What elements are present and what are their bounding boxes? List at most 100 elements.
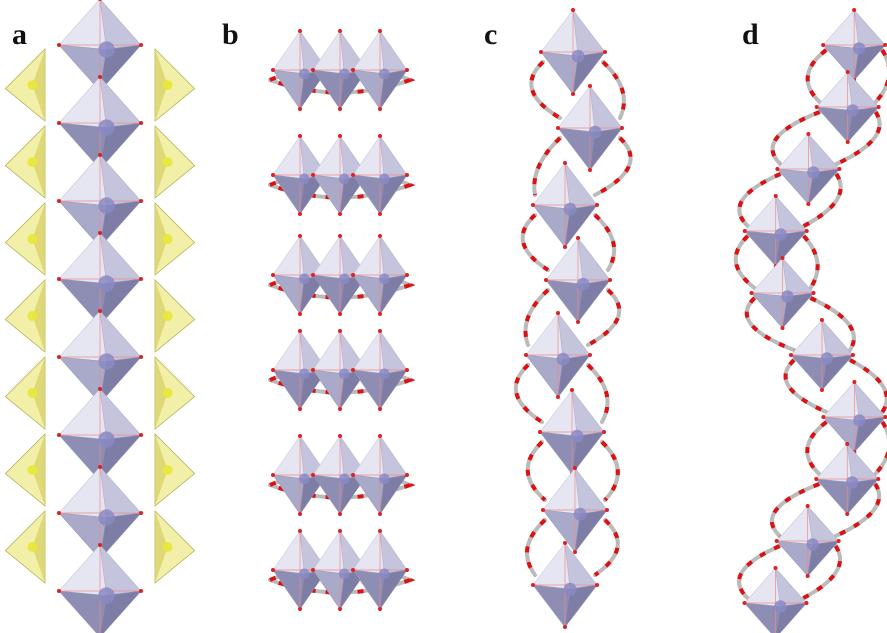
- linker: [744, 296, 795, 352]
- metal-atom: [774, 228, 787, 241]
- octahedron-face: [379, 569, 408, 610]
- oxygen-atom: [405, 473, 409, 477]
- oxygen-atom: [139, 277, 143, 281]
- oxygen-atom: [98, 387, 102, 391]
- linker: [269, 268, 416, 300]
- oxygen-atom: [139, 511, 143, 515]
- metal-atom: [298, 273, 310, 285]
- oxygen-atom: [298, 529, 302, 533]
- oxygen-atom: [773, 194, 778, 198]
- metal-atom: [98, 353, 115, 370]
- oxygen-atom: [378, 107, 382, 111]
- octahedron-face: [572, 51, 606, 96]
- oxygen-atom: [298, 329, 302, 333]
- oxygen-atom: [378, 607, 382, 611]
- oxygen-atom: [524, 353, 528, 357]
- tetrahedral-atom: [27, 80, 38, 90]
- linker: [834, 482, 882, 538]
- linker: [809, 296, 856, 352]
- oxygen-atom: [571, 92, 575, 96]
- oxygen-atom: [563, 245, 567, 249]
- linker: [737, 172, 782, 228]
- oxygen-atom: [378, 312, 382, 316]
- oxygen-atom: [98, 231, 102, 235]
- linker: [737, 544, 781, 600]
- metal-atom: [98, 431, 115, 448]
- octahedron-face: [564, 584, 598, 629]
- metal-atom: [845, 476, 859, 489]
- linker: [525, 440, 547, 502]
- oxygen-atom: [576, 236, 580, 240]
- metal-atom: [298, 173, 310, 185]
- oxygen-atom: [338, 434, 342, 438]
- linker: [802, 172, 843, 228]
- oxygen-atom: [98, 0, 102, 1]
- oxygen-atom: [588, 168, 592, 172]
- tetrahedron: [32, 434, 45, 506]
- oxygen-atom: [298, 434, 302, 438]
- metal-atom: [570, 429, 584, 443]
- oxygen-atom: [531, 203, 535, 207]
- linker: [525, 518, 547, 577]
- octahedron-face: [557, 354, 591, 399]
- metal-atom: [563, 582, 577, 596]
- oxygen-atom: [298, 234, 302, 238]
- octahedron-face: [589, 127, 623, 172]
- oxygen-atom: [351, 368, 355, 372]
- octahedron-face: [571, 431, 605, 476]
- oxygen-atom: [531, 583, 535, 587]
- oxygen-atom: [563, 161, 567, 165]
- oxygen-atom: [378, 29, 382, 33]
- metal-atom: [781, 290, 794, 303]
- metal-atom: [378, 273, 390, 285]
- octahedron-face: [379, 474, 408, 515]
- oxygen-atom: [271, 568, 275, 572]
- octahedron-face: [379, 174, 408, 215]
- oxygen-atom: [57, 277, 61, 281]
- oxygen-atom: [845, 140, 850, 144]
- oxygen-atom: [883, 415, 887, 419]
- oxygen-atom: [806, 132, 811, 136]
- oxygen-atom: [837, 167, 842, 171]
- oxygen-atom: [378, 134, 382, 138]
- linker: [593, 518, 620, 577]
- oxygen-atom: [620, 126, 624, 130]
- oxygen-atom: [271, 473, 275, 477]
- oxygen-atom: [378, 234, 382, 238]
- linker: [520, 213, 550, 272]
- oxygen-atom: [338, 107, 342, 111]
- linker: [601, 60, 626, 119]
- oxygen-atom: [576, 320, 580, 324]
- oxygen-atom: [271, 368, 275, 372]
- tetrahedral-atom: [162, 388, 173, 398]
- oxygen-atom: [602, 430, 606, 434]
- oxygen-atom: [298, 512, 302, 516]
- linker: [802, 544, 842, 600]
- oxygen-atom: [298, 29, 302, 33]
- oxygen-atom: [556, 395, 560, 399]
- oxygen-atom: [298, 312, 302, 316]
- oxygen-atom: [338, 134, 342, 138]
- metal-atom: [338, 473, 350, 485]
- oxygen-atom: [821, 415, 826, 419]
- tetrahedron: [155, 49, 168, 121]
- panel-label: d: [742, 18, 759, 51]
- tetrahedral-atom: [27, 234, 38, 244]
- oxygen-atom: [814, 105, 819, 109]
- linker: [733, 234, 757, 290]
- linker: [269, 563, 416, 595]
- oxygen-atom: [57, 43, 61, 47]
- linker: [783, 358, 829, 414]
- tetrahedral-atom: [27, 542, 38, 552]
- metal-atom: [820, 352, 834, 365]
- oxygen-atom: [805, 574, 810, 578]
- oxygen-atom: [338, 607, 342, 611]
- metal-atom: [98, 41, 115, 58]
- oxygen-atom: [338, 234, 342, 238]
- linker: [835, 110, 882, 166]
- metal-atom: [98, 509, 115, 526]
- oxygen-atom: [571, 8, 575, 12]
- linker: [769, 482, 820, 538]
